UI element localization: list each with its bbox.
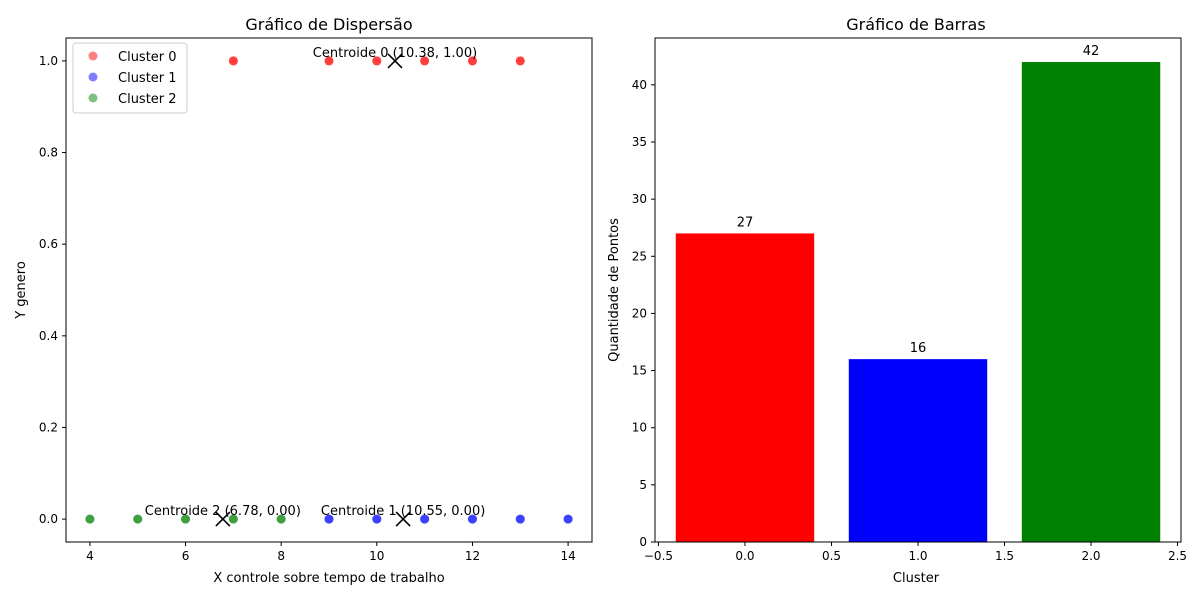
scatter-title: Gráfico de Dispersão (245, 15, 412, 34)
centroid-label-2: Centroide 2 (6.78, 0.00) (145, 504, 301, 519)
scatter-point-cluster-2 (85, 514, 95, 524)
scatter-y-axis-label: Y genero (14, 261, 29, 320)
bar-y-tick-label: 20 (632, 306, 647, 320)
bar-x-tick-label: 0.5 (822, 549, 841, 563)
legend-label-cluster-1: Cluster 1 (118, 71, 177, 86)
bar-value-label-1: 16 (910, 341, 927, 356)
scatter-x-tick-label: 6 (182, 549, 190, 563)
bar-value-label-2: 42 (1083, 44, 1100, 59)
bar-x-axis-label: Cluster (893, 571, 940, 586)
bar-chart: Gráfico de Barras 27 16 42 −0.5 0.0 0.5 1.0 1.… (607, 15, 1187, 586)
scatter-ticks: 4 6 8 10 12 14 0.0 0.2 0.4 0.6 0.8 1.0 (39, 54, 576, 563)
bar-ticks: −0.5 0.0 0.5 1.0 1.5 2.0 2.5 0 5 10 15 20 25 30 35 40 (632, 78, 1187, 563)
bar-x-tick-label: 0.0 (735, 549, 754, 563)
bar-x-tick-label: 2.0 (1081, 549, 1100, 563)
scatter-y-tick-label: 1.0 (39, 54, 58, 68)
bar-cluster-0 (675, 233, 815, 542)
scatter-point-cluster-2 (228, 514, 238, 524)
scatter-y-tick-label: 0.8 (39, 146, 58, 160)
scatter-point-cluster-2 (276, 514, 286, 524)
bar-x-tick-label: 1.0 (908, 549, 927, 563)
scatter-y-tick-label: 0.2 (39, 420, 58, 434)
scatter-point-cluster-1 (324, 514, 334, 524)
bar-y-tick-label: 15 (632, 364, 647, 378)
legend-marker-cluster-2 (88, 93, 98, 103)
scatter-x-tick-label: 10 (369, 549, 384, 563)
scatter-x-axis-label: X controle sobre tempo de trabalho (213, 571, 444, 586)
bar-y-tick-label: 25 (632, 249, 647, 263)
scatter-y-tick-label: 0.6 (39, 237, 58, 251)
scatter-point-cluster-0 (372, 56, 382, 66)
scatter-plot-frame (65, 37, 593, 543)
centroid-label-1: Centroide 1 (10.55, 0.00) (321, 504, 485, 519)
bar-cluster-2 (1021, 62, 1161, 542)
bar-y-tick-label: 10 (632, 421, 647, 435)
scatter-x-tick-label: 12 (465, 549, 480, 563)
bar-x-tick-label: 2.5 (1168, 549, 1187, 563)
scatter-y-tick-label: 0.0 (39, 512, 58, 526)
scatter-point-cluster-1 (372, 514, 382, 524)
bar-cluster-1 (848, 359, 988, 542)
legend-marker-cluster-1 (88, 72, 98, 82)
bar-x-tick-label: 1.5 (995, 549, 1014, 563)
scatter-point-cluster-1 (467, 514, 477, 524)
scatter-legend-box (72, 42, 188, 114)
scatter-y-tick-label: 0.4 (39, 329, 58, 343)
bar-y-tick-label: 5 (639, 478, 647, 492)
bar-value-label-0: 27 (737, 215, 754, 230)
scatter-point-cluster-0 (228, 56, 238, 66)
scatter-point-cluster-2 (181, 514, 191, 524)
scatter-legend: Cluster 0 Cluster 1 Cluster 2 (72, 42, 188, 114)
centroid-label-0: Centroide 0 (10.38, 1.00) (313, 46, 477, 61)
scatter-point-cluster-0 (324, 56, 334, 66)
scatter-point-cluster-1 (515, 514, 525, 524)
centroid-marker-1 (395, 511, 411, 527)
scatter-x-tick-label: 8 (277, 549, 285, 563)
scatter-point-cluster-2 (133, 514, 143, 524)
bar-marks: 27 16 42 (675, 44, 1161, 542)
bar-y-tick-label: 35 (632, 135, 647, 149)
scatter-point-cluster-0 (467, 56, 477, 66)
centroid-marker-0 (387, 53, 403, 69)
bar-y-tick-label: 0 (639, 535, 647, 549)
scatter-x-tick-label: 4 (86, 549, 94, 563)
legend-label-cluster-2: Cluster 2 (118, 92, 177, 107)
bar-title: Gráfico de Barras (846, 15, 985, 34)
scatter-point-cluster-0 (515, 56, 525, 66)
bar-plot-frame (654, 37, 1182, 543)
scatter-point-cluster-0 (420, 56, 430, 66)
bar-y-axis-label: Quantidade de Pontos (607, 218, 622, 362)
scatter-point-cluster-1 (420, 514, 430, 524)
centroid-marker-2 (215, 511, 231, 527)
scatter-chart: Gráfico de Dispersão 4 6 8 10 12 14 0.0 0.2 0.4 0… (14, 15, 593, 586)
bar-y-tick-label: 30 (632, 192, 647, 206)
bar-y-tick-label: 40 (632, 78, 647, 92)
legend-marker-cluster-0 (88, 51, 98, 61)
scatter-x-tick-label: 14 (560, 549, 575, 563)
scatter-points (85, 56, 573, 524)
scatter-point-cluster-1 (563, 514, 573, 524)
scatter-centroids: Centroide 0 (10.38, 1.00) Centroide 1 (10… (145, 46, 485, 527)
bar-x-tick-label: −0.5 (644, 549, 673, 563)
legend-label-cluster-0: Cluster 0 (118, 50, 177, 65)
